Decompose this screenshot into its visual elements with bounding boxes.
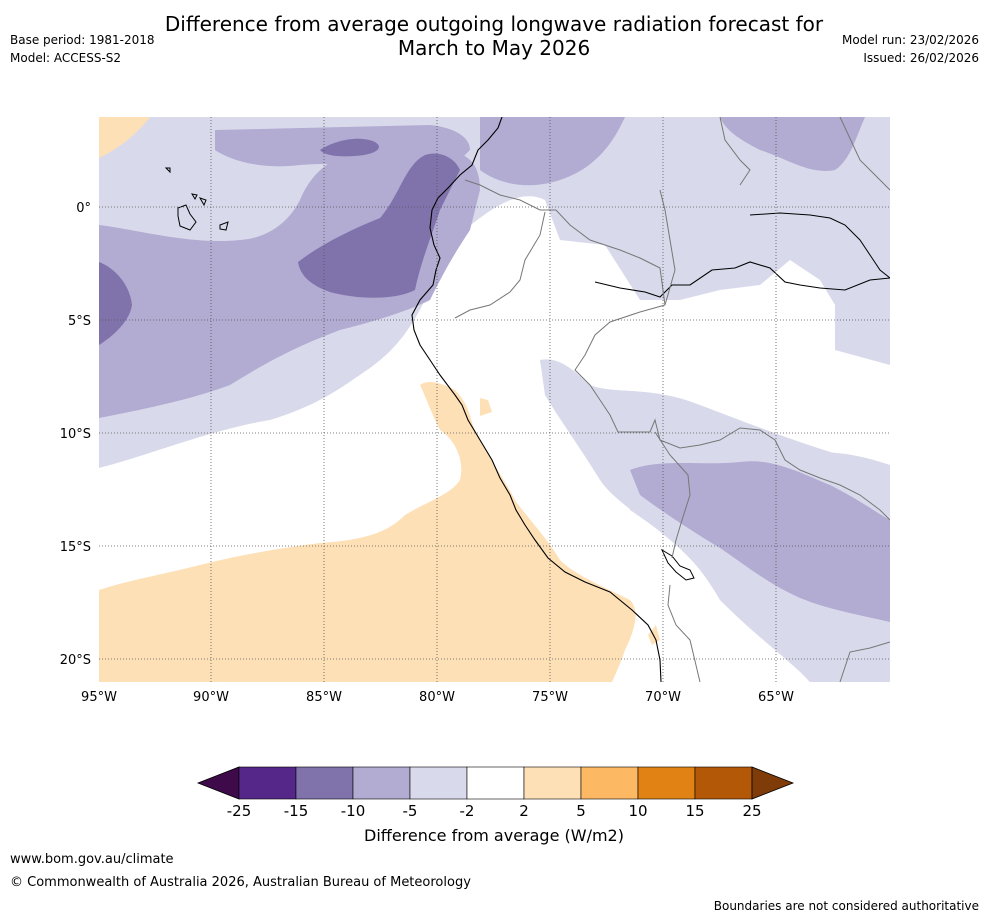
coastline — [411, 117, 662, 682]
anomaly-dark-purple-coast — [298, 153, 460, 298]
colorbar-segment — [409, 766, 468, 800]
chart-title: Difference from average outgoing longwav… — [140, 12, 848, 60]
lon-tick: 90°W — [193, 690, 229, 705]
model-run: Model run: 23/02/2026 — [841, 33, 979, 47]
lon-tick: 80°W — [419, 690, 455, 705]
galapagos-islands — [164, 167, 229, 231]
colorbar-tick-label: -15 — [284, 802, 309, 820]
lon-tick: 85°W — [306, 690, 342, 705]
lake-titicaca — [660, 548, 695, 581]
footer-url[interactable]: www.bom.gov.au/climate — [10, 852, 174, 867]
lon-tick: 75°W — [532, 690, 568, 705]
colorbar-segment — [466, 766, 525, 800]
anomaly-dark-purple-small — [320, 138, 379, 157]
lat-tick: 10°S — [60, 427, 91, 442]
colorbar-extend-high — [751, 766, 795, 800]
anomaly-medium-purple-tongue — [630, 461, 890, 622]
colorbar-tick-label: 10 — [628, 802, 647, 820]
colorbar-segment — [295, 766, 354, 800]
colorbar-tick-label: 2 — [519, 802, 529, 820]
colorbar-tick-label: -5 — [403, 802, 418, 820]
lat-tick: 5°S — [68, 314, 91, 329]
anomaly-northeast-medium-purple — [720, 117, 865, 171]
lat-tick: 15°S — [60, 540, 91, 555]
colorbar-segment — [352, 766, 411, 800]
latitude-ticks: 0° 5°S 10°S 15°S 20°S — [60, 201, 91, 668]
colorbar-segment — [523, 766, 582, 800]
lon-tick: 95°W — [81, 690, 117, 705]
colorbar-tick-label: -10 — [341, 802, 366, 820]
colorbar-extend-low — [196, 766, 240, 800]
anomaly-north-medium-purple — [480, 117, 625, 186]
lon-tick: 65°W — [758, 690, 794, 705]
coastline-east — [594, 261, 890, 298]
anomaly-dark-purple-west — [99, 262, 132, 345]
anomaly-peach-patch — [480, 398, 492, 416]
lon-tick: 70°W — [645, 690, 681, 705]
anomaly-peach-ocean — [99, 382, 636, 682]
country-borders — [454, 117, 890, 682]
colorbar-label: Difference from average (W/m2) — [364, 826, 624, 845]
coastline-north — [749, 212, 890, 279]
title-line-2: March to May 2026 — [397, 36, 591, 60]
map-area — [99, 117, 890, 682]
colorbar-tick-label: -2 — [460, 802, 475, 820]
title-line-1: Difference from average outgoing longwav… — [164, 12, 824, 36]
meta-right: Model run: 23/02/2026 Issued: 26/02/2026 — [842, 31, 979, 67]
base-period: Base period: 1981-2018 — [10, 33, 155, 47]
colorbar-tick-label: 25 — [742, 802, 761, 820]
meta-left: Base period: 1981-2018 Model: ACCESS-S2 — [10, 31, 155, 67]
issued-date: Issued: 26/02/2026 — [863, 51, 979, 65]
lat-tick: 0° — [76, 201, 91, 216]
footer-disclaimer: Boundaries are not considered authoritat… — [713, 899, 979, 913]
colorbar-ticks: -25 -15 -10 -5 -2 2 5 10 15 25 — [227, 802, 762, 820]
gridlines — [99, 117, 890, 682]
colorbar-tick-label: -25 — [227, 802, 252, 820]
colorbar-segment — [238, 766, 297, 800]
colorbar — [196, 766, 795, 800]
colorbar-tick-label: 15 — [685, 802, 704, 820]
colorbar-tick-label: 5 — [576, 802, 586, 820]
colorbar-segment — [580, 766, 639, 800]
anomaly-peach-nw — [99, 117, 150, 158]
footer-copyright: © Commonwealth of Australia 2026, Austra… — [10, 875, 471, 890]
longitude-ticks: 95°W 90°W 85°W 80°W 75°W 70°W 65°W — [81, 690, 794, 705]
colorbar-segment — [637, 766, 696, 800]
anomaly-peach-sw-patch — [648, 625, 660, 645]
model-name: Model: ACCESS-S2 — [10, 51, 122, 65]
colorbar-segment — [694, 766, 753, 800]
lat-tick: 20°S — [60, 653, 91, 668]
